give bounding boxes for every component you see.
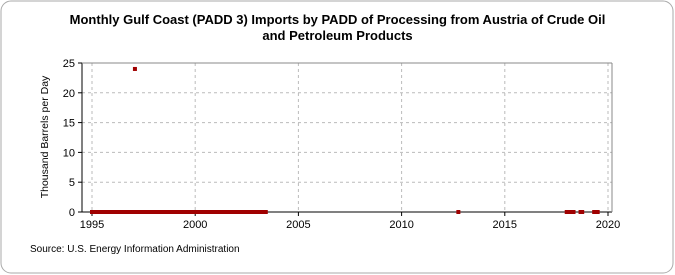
x-tick-label: 2010 [389,219,413,231]
data-point [456,210,461,214]
data-point [132,66,137,71]
x-tick-label: 2020 [596,219,620,231]
data-point [131,210,136,214]
chart-title: Monthly Gulf Coast (PADD 3) Imports by P… [69,12,606,43]
y-tick-label: 0 [69,207,75,219]
x-tick-label: 2000 [183,219,207,231]
x-tick-label: 2005 [286,219,310,231]
x-tick-label: 1995 [80,219,104,231]
plot-area [82,63,612,212]
y-tick-label: 15 [63,118,75,130]
source-note: Source: U.S. Energy Information Administ… [30,244,240,255]
y-tick-label: 25 [63,58,75,70]
data-point [580,210,585,214]
x-tick-label: 2015 [493,219,517,231]
y-tick-label: 5 [69,177,75,189]
data-point [595,210,600,214]
y-axis-label: Thousand Barrels per Day [39,75,51,198]
data-point [263,210,268,214]
data-point [571,210,576,214]
y-tick-label: 20 [63,88,75,100]
y-tick-label: 10 [63,147,75,159]
